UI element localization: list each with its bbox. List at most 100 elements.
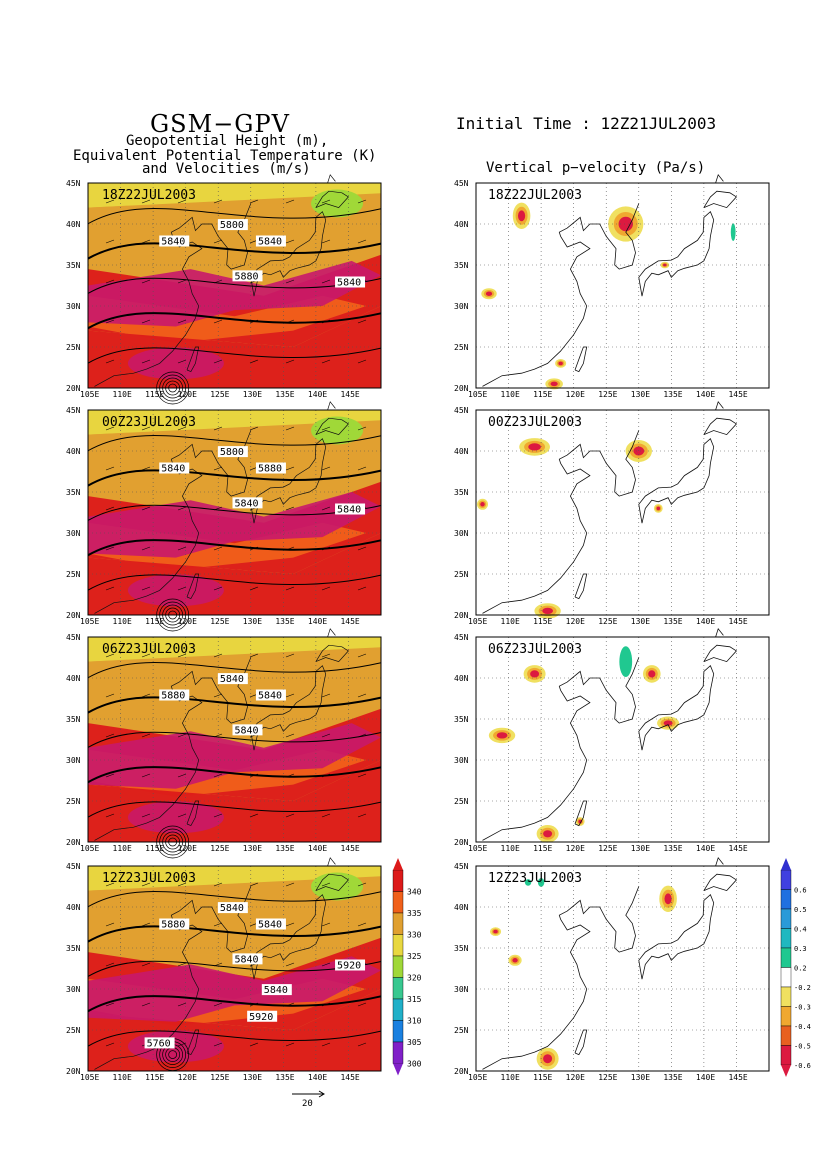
wind-arrow xyxy=(141,426,151,431)
theta-e-colorbar: 340 335 330 325 320 315 310 305 300 xyxy=(392,858,422,1076)
wind-arrow xyxy=(105,693,115,698)
wind-arrow xyxy=(357,653,367,658)
y-tick-label: 35N xyxy=(66,488,81,497)
panel-time-label: 18Z22JUL2003 xyxy=(102,188,196,203)
wind-arrow xyxy=(357,733,367,738)
wind-arrow xyxy=(105,319,115,324)
panel-time-label: 18Z22JUL2003 xyxy=(488,188,582,203)
colorbar-segment xyxy=(780,947,792,968)
y-tick-label: 30N xyxy=(66,529,81,538)
y-tick-label: 25N xyxy=(454,1026,469,1035)
colorbar-arrow xyxy=(393,1063,403,1076)
theta-e-min-region xyxy=(311,189,364,218)
colorbar-segment xyxy=(392,934,404,957)
colorbar-segment xyxy=(780,1045,792,1066)
x-tick-label: 125E xyxy=(210,390,229,399)
wind-arrow xyxy=(321,239,331,244)
x-tick-label: 115E xyxy=(533,617,552,626)
coastline xyxy=(715,856,724,867)
omega-region xyxy=(543,830,553,838)
y-tick-label: 30N xyxy=(66,756,81,765)
omega-region xyxy=(485,291,493,296)
wind-arrow xyxy=(285,653,295,658)
y-tick-label: 20N xyxy=(66,611,81,620)
wind-arrow xyxy=(141,586,151,591)
wind-arrow xyxy=(213,506,223,511)
omega-region xyxy=(656,506,661,511)
wind-arrow xyxy=(321,882,331,887)
height-label: 5840 xyxy=(220,903,244,914)
y-tick-label: 25N xyxy=(66,343,81,352)
x-tick-label: 135E xyxy=(275,390,294,399)
wind-arrow xyxy=(105,426,115,431)
wind-arrow xyxy=(105,546,115,551)
wind-arrow xyxy=(321,506,331,511)
y-tick-label: 35N xyxy=(454,715,469,724)
wind-arrow xyxy=(357,773,367,778)
colorbar-segment xyxy=(392,955,404,978)
wind-arrow xyxy=(321,693,331,698)
coastline xyxy=(638,211,715,297)
x-tick-label: 115E xyxy=(533,1073,552,1082)
coastline xyxy=(703,190,738,209)
x-tick-label: 120E xyxy=(566,390,585,399)
theta-e-band xyxy=(88,183,381,208)
wind-arrow xyxy=(177,1002,187,1007)
omega-region xyxy=(663,720,673,726)
height-label: 5840 xyxy=(337,278,361,289)
colorbar-segment xyxy=(780,928,792,949)
y-tick-label: 30N xyxy=(454,529,469,538)
x-tick-label: 125E xyxy=(210,844,229,853)
wind-arrow xyxy=(177,733,187,738)
typhoon-contour xyxy=(168,1050,177,1059)
height-contour xyxy=(87,925,382,943)
colorbar-label: -0.5 xyxy=(794,1043,811,1051)
height-label: 5760 xyxy=(147,1038,171,1049)
y-tick-label: 20N xyxy=(66,384,81,393)
wind-arrow xyxy=(177,773,187,778)
coastline xyxy=(482,657,640,841)
colorbar-label: 0.2 xyxy=(794,965,807,973)
colorbar-segment xyxy=(392,998,404,1021)
y-tick-label: 45N xyxy=(66,633,81,642)
x-tick-label: 110E xyxy=(501,617,520,626)
wind-arrow xyxy=(213,882,223,887)
panel-time-label: 00Z23JUL2003 xyxy=(102,415,196,430)
colorbar-label: 305 xyxy=(407,1038,422,1047)
height-label-box xyxy=(232,724,263,736)
x-tick-label: 140E xyxy=(308,844,327,853)
x-tick-label: 120E xyxy=(178,844,197,853)
height-label: 5880 xyxy=(161,920,185,931)
coastline xyxy=(315,873,349,892)
x-tick-label: 105E xyxy=(80,617,99,626)
x-tick-label: 145E xyxy=(728,844,747,853)
height-label-box xyxy=(247,1010,278,1022)
coastline xyxy=(250,665,327,751)
height-label: 5880 xyxy=(258,464,282,475)
wind-arrow xyxy=(141,882,151,887)
omega-ascent-region xyxy=(619,646,633,677)
coastline xyxy=(715,173,724,184)
coastline xyxy=(703,417,738,436)
wind-arrow xyxy=(285,693,295,698)
x-tick-label: 130E xyxy=(243,1073,262,1082)
x-tick-label: 110E xyxy=(501,390,520,399)
wind-arrow xyxy=(177,882,187,887)
wind-arrow xyxy=(141,546,151,551)
panel-frame xyxy=(87,636,382,843)
colorbar-label: -0.2 xyxy=(794,984,811,992)
wind-arrow xyxy=(285,773,295,778)
wind-arrow xyxy=(213,693,223,698)
wind-arrow xyxy=(213,546,223,551)
wind-arrow xyxy=(357,1002,367,1007)
x-tick-label: 125E xyxy=(598,617,617,626)
wind-arrow xyxy=(177,1042,187,1047)
height-contour xyxy=(87,312,382,330)
wind-arrow xyxy=(321,733,331,738)
height-label-box xyxy=(232,953,263,965)
panel-background xyxy=(476,410,769,615)
height-contour xyxy=(87,731,382,748)
wind-arrow xyxy=(249,653,259,658)
wind-arrow xyxy=(321,773,331,778)
colorbar-label: 310 xyxy=(407,1017,422,1026)
